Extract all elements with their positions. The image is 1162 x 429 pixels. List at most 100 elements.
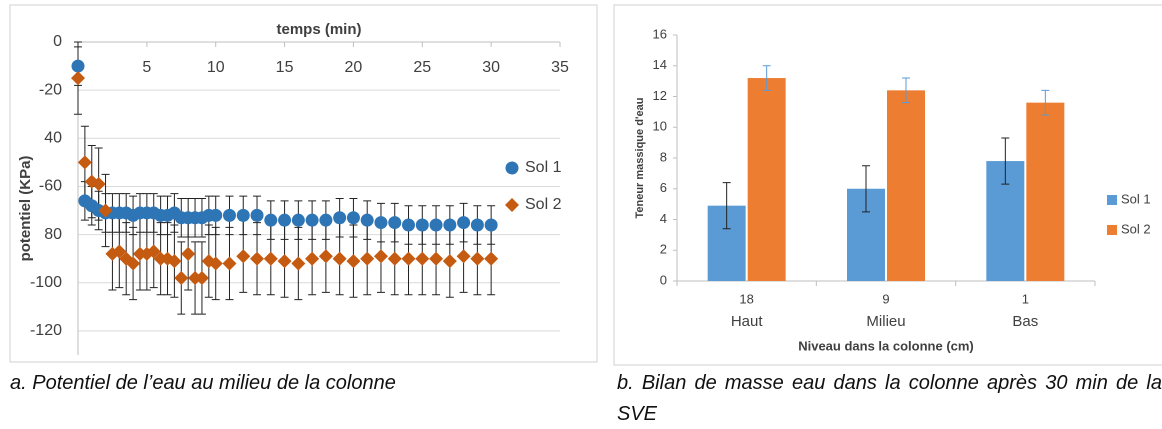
y-tick-label: 14 xyxy=(653,57,667,72)
point xyxy=(374,216,388,230)
x-tick-label: 15 xyxy=(276,59,294,76)
chart-frame xyxy=(613,4,1162,366)
x-tick-label: 1 xyxy=(1022,291,1029,306)
point xyxy=(126,256,141,271)
x-axis-title: Niveau dans la colonne (cm) xyxy=(798,338,974,353)
point xyxy=(77,155,92,170)
point xyxy=(291,256,306,271)
point xyxy=(174,270,189,285)
point xyxy=(98,203,113,218)
point xyxy=(291,213,305,227)
point xyxy=(167,254,182,269)
point xyxy=(305,213,319,227)
point xyxy=(236,208,250,222)
point xyxy=(332,251,347,266)
legend-label: Sol 2 xyxy=(525,196,562,213)
y-tick-label: -120 xyxy=(30,322,62,339)
bar xyxy=(747,78,786,281)
point xyxy=(373,249,388,264)
y-axis-title: Teneur massique d'eau xyxy=(634,97,646,218)
point xyxy=(443,218,457,232)
point xyxy=(470,218,484,232)
point xyxy=(360,251,375,266)
bar xyxy=(1026,102,1065,282)
legend-marker xyxy=(505,198,519,212)
point xyxy=(112,244,127,259)
point xyxy=(401,251,416,266)
legend-label: Sol 1 xyxy=(525,159,562,176)
y-tick-label: 4 xyxy=(660,211,667,226)
point xyxy=(402,218,416,232)
point xyxy=(415,251,430,266)
point xyxy=(209,208,223,222)
y-tick-label: -20 xyxy=(39,81,62,98)
error-bar xyxy=(762,65,771,91)
point xyxy=(264,213,278,227)
point xyxy=(250,251,265,266)
point xyxy=(71,59,85,73)
point xyxy=(429,251,444,266)
point xyxy=(457,216,471,230)
point xyxy=(91,177,106,192)
y-tick-label: 0 xyxy=(53,33,62,50)
x-tick-label: Milieu xyxy=(866,313,905,330)
y-tick-label: 0 xyxy=(660,272,667,287)
x-axis-title: temps (min) xyxy=(276,21,361,38)
error-bar xyxy=(902,77,910,104)
x-tick-label: 30 xyxy=(482,59,500,76)
x-tick-label: 18 xyxy=(739,291,753,306)
point xyxy=(277,254,292,269)
point xyxy=(194,270,209,285)
y-axis-title: potentiel (KPa) xyxy=(17,156,34,262)
point xyxy=(146,244,161,259)
point xyxy=(429,218,443,232)
error-bar xyxy=(1041,89,1050,116)
point xyxy=(484,251,499,266)
legend-label: Sol 2 xyxy=(1121,221,1151,236)
point xyxy=(388,216,402,230)
y-tick-label: 12 xyxy=(653,88,667,103)
x-tick-label: 25 xyxy=(413,59,431,76)
point xyxy=(470,251,485,266)
y-tick-label: -60 xyxy=(39,178,62,195)
y-tick-label: 2 xyxy=(660,242,667,257)
y-tick-label: -100 xyxy=(30,274,62,291)
bar xyxy=(887,90,925,281)
point xyxy=(263,251,278,266)
x-tick-label: Haut xyxy=(731,313,764,330)
error-bar xyxy=(862,165,870,213)
x-tick-label: 10 xyxy=(207,59,225,76)
point xyxy=(346,254,361,269)
point xyxy=(319,213,333,227)
chart-frame xyxy=(9,4,598,363)
point xyxy=(456,249,471,264)
point xyxy=(208,256,223,271)
point xyxy=(222,208,236,222)
point xyxy=(318,249,333,264)
x-tick-label: Bas xyxy=(1012,313,1038,330)
point xyxy=(250,208,264,222)
x-tick-label: 9 xyxy=(882,291,889,306)
point xyxy=(305,251,320,266)
point xyxy=(71,71,85,86)
point xyxy=(222,256,237,271)
error-bar xyxy=(1001,137,1010,185)
error-bar xyxy=(722,182,731,230)
legend-swatch xyxy=(1107,225,1117,235)
point xyxy=(181,246,196,261)
point xyxy=(415,218,429,232)
point xyxy=(387,251,402,266)
y-tick-label: 16 xyxy=(653,26,667,41)
y-tick-label: 8 xyxy=(660,149,667,164)
point xyxy=(484,218,498,232)
caption: b. Bilan de masse eau dans la colonne ap… xyxy=(617,372,1162,425)
point xyxy=(278,213,292,227)
legend-swatch xyxy=(1107,195,1117,205)
legend-label: Sol 1 xyxy=(1121,191,1151,206)
point xyxy=(442,254,457,269)
point xyxy=(360,213,374,227)
y-tick-label: 6 xyxy=(660,180,667,195)
caption: a. Potentiel de l’eau au milieu de la co… xyxy=(10,372,396,394)
